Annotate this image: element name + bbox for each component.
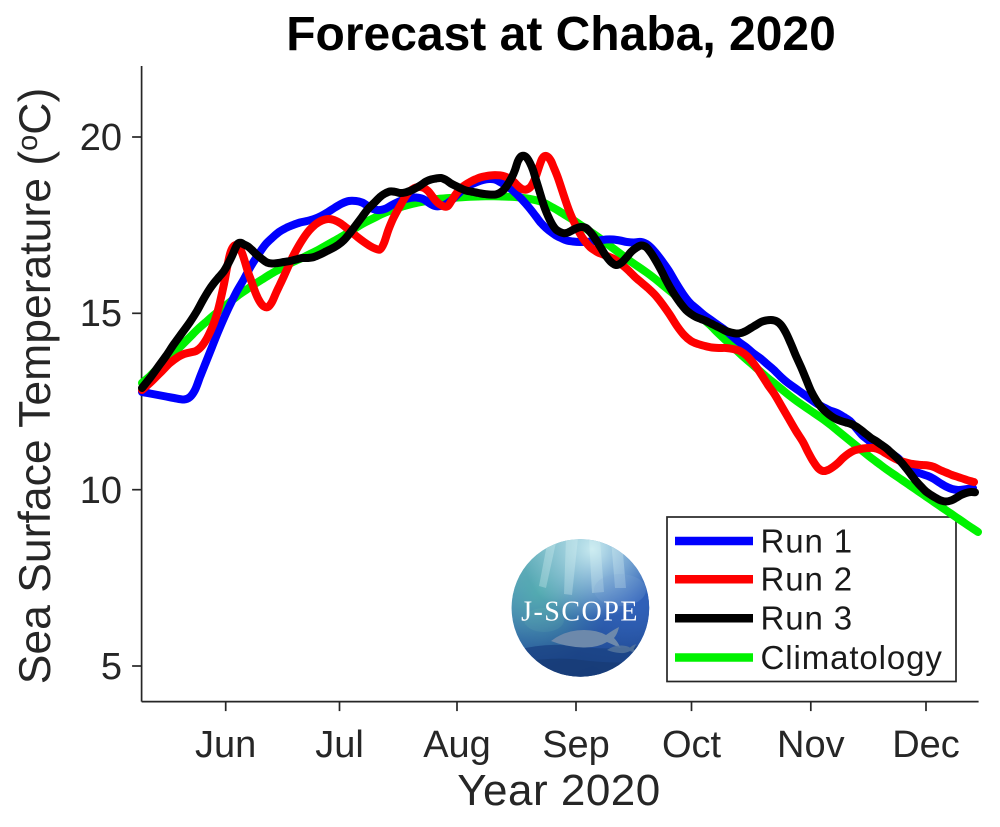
svg-text:Run 3: Run 3 [761,600,854,637]
svg-text:Climatology: Climatology [761,639,943,676]
svg-text:Run 1: Run 1 [761,523,854,560]
svg-text:J-SCOPE: J-SCOPE [521,597,639,628]
svg-text:Run 2: Run 2 [761,561,854,598]
